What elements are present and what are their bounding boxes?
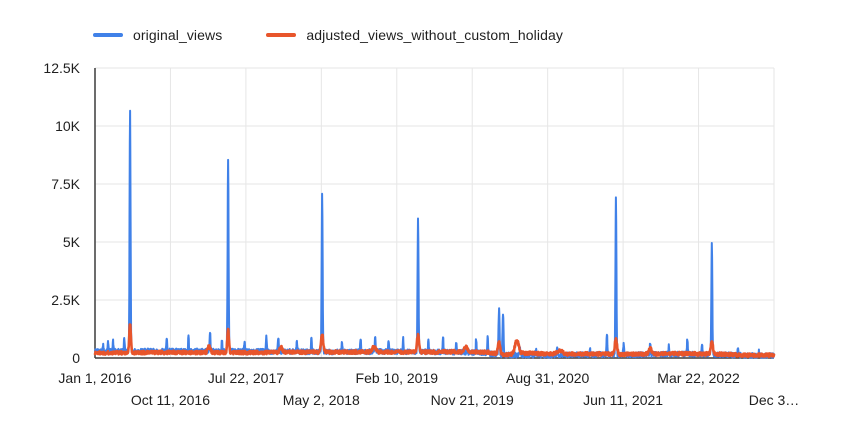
legend-swatch-adjusted-views bbox=[266, 33, 297, 37]
x-tick-label: May 2, 2018 bbox=[283, 392, 360, 408]
x-tick-label: Jan 1, 2016 bbox=[58, 370, 131, 386]
x-tick-label: Feb 10, 2019 bbox=[356, 370, 439, 386]
y-tick-label: 0 bbox=[72, 350, 80, 366]
y-tick-label: 10K bbox=[55, 118, 81, 134]
legend-item-adjusted-views[interactable]: adjusted_views_without_custom_holiday bbox=[266, 27, 563, 43]
y-tick-label: 7.5K bbox=[51, 176, 80, 192]
series-line-original_views bbox=[94, 109, 775, 359]
x-tick-label: Jun 11, 2021 bbox=[583, 392, 663, 408]
y-tick-label: 5K bbox=[63, 234, 81, 250]
series-line-adjusted_views_without_custom_holiday bbox=[93, 323, 776, 359]
x-tick-label: Dec 3… bbox=[749, 392, 800, 408]
legend-item-original-views[interactable]: original_views bbox=[93, 27, 222, 43]
x-tick-label: Aug 31, 2020 bbox=[506, 370, 590, 386]
x-tick-label: Mar 22, 2022 bbox=[657, 370, 740, 386]
y-tick-label: 2.5K bbox=[51, 292, 80, 308]
legend-swatch-original-views bbox=[93, 33, 123, 37]
legend-label-adjusted-views: adjusted_views_without_custom_holiday bbox=[306, 27, 563, 43]
y-tick-label: 12.5K bbox=[43, 60, 80, 76]
legend-label-original-views: original_views bbox=[133, 27, 223, 43]
x-tick-label: Nov 21, 2019 bbox=[431, 392, 514, 408]
x-tick-label: Jul 22, 2017 bbox=[208, 370, 284, 386]
x-tick-label: Oct 11, 2016 bbox=[131, 392, 210, 408]
chart-legend: original_views adjusted_views_without_cu… bbox=[93, 27, 563, 43]
